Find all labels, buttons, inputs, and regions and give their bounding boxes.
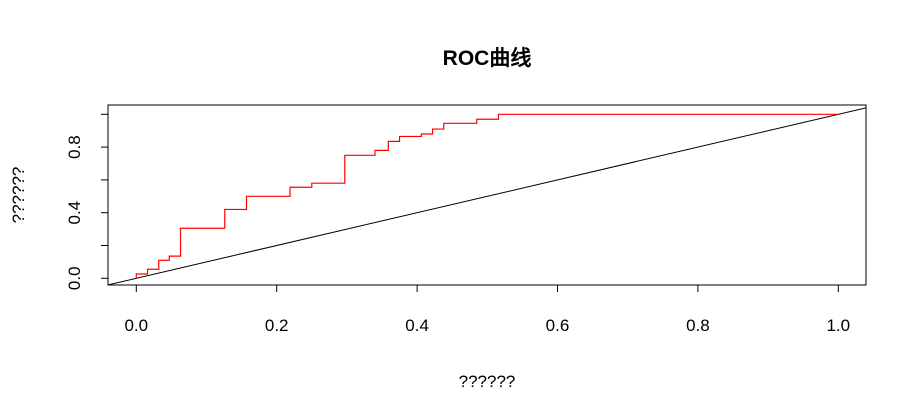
x-tick-label: 1.0 <box>826 316 850 335</box>
x-tick-label: 0.0 <box>124 316 148 335</box>
y-axis: 0.0 0.4 0.8 <box>65 113 109 290</box>
roc-curve <box>135 113 839 279</box>
x-tick-label: 0.4 <box>405 316 429 335</box>
x-tick-label: 0.6 <box>546 316 570 335</box>
diagonal-reference-line <box>108 107 866 285</box>
x-axis: 0.0 0.2 0.4 0.6 0.8 1.0 <box>124 284 850 335</box>
y-tick-label: 0.8 <box>65 135 84 159</box>
y-axis-label: ?????? <box>9 167 28 224</box>
y-tick-label: 0.0 <box>65 266 84 290</box>
chart-title: ROC曲线 <box>443 46 532 70</box>
plot-area <box>108 107 866 285</box>
y-tick-label: 0.4 <box>65 201 84 225</box>
x-axis-label: ?????? <box>459 372 516 391</box>
x-tick-label: 0.8 <box>686 316 710 335</box>
x-tick-label: 0.2 <box>265 316 289 335</box>
